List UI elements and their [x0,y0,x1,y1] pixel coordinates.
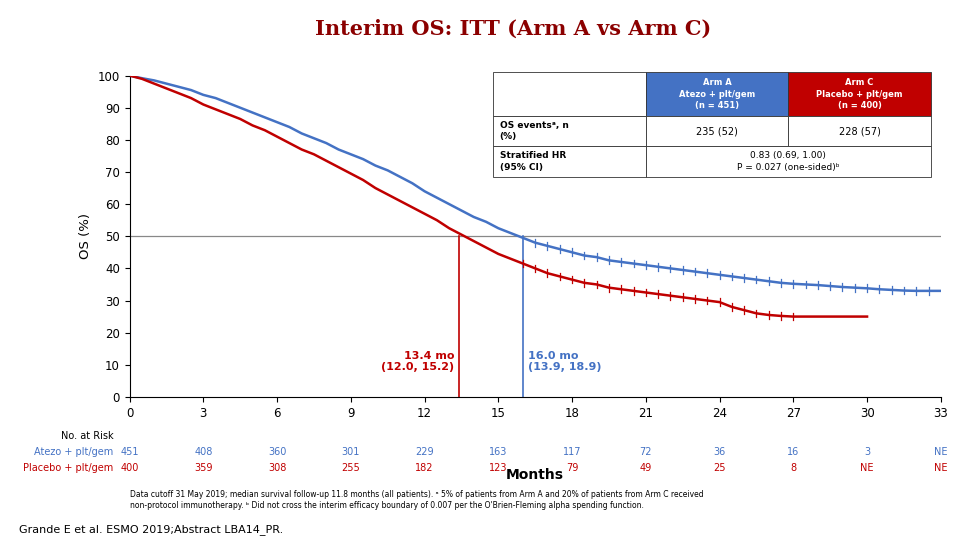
Text: Arm A
Atezo + plt/gem
(n = 451): Arm A Atezo + plt/gem (n = 451) [679,78,756,110]
Text: Atezo + plt/gem: Atezo + plt/gem [35,447,113,457]
Bar [493,116,646,146]
Text: 451: 451 [120,447,139,457]
Text: 16: 16 [787,447,800,457]
Text: Placebo + plt/gem: Placebo + plt/gem [23,463,113,472]
Bar [646,146,931,177]
Text: 49: 49 [639,463,652,472]
Polygon shape [9,16,78,119]
Text: 228 (57): 228 (57) [839,126,880,136]
Text: non-protocol immunotherapy. ᵇ Did not cross the interim efficacy boundary of 0.0: non-protocol immunotherapy. ᵇ Did not cr… [130,501,643,510]
Text: Months: Months [506,468,564,482]
Text: 36: 36 [713,447,726,457]
Text: 308: 308 [268,463,286,472]
Text: 79: 79 [565,463,578,472]
Text: 16.0 mo
(13.9, 18.9): 16.0 mo (13.9, 18.9) [528,351,601,373]
Text: 235 (52): 235 (52) [696,126,738,136]
Text: 72: 72 [639,447,652,457]
Text: 25: 25 [713,463,726,472]
Text: 229: 229 [416,447,434,457]
Bar [493,146,646,177]
Text: Grande E et al. ESMO 2019;Abstract LBA14_PR.: Grande E et al. ESMO 2019;Abstract LBA14… [19,524,283,535]
Text: 400: 400 [120,463,139,472]
Text: 13.4 mo
(12.0, 15.2): 13.4 mo (12.0, 15.2) [381,351,454,373]
Text: OS eventsᵃ, n
(%): OS eventsᵃ, n (%) [499,121,568,141]
Text: Arm C
Placebo + plt/gem
(n = 400): Arm C Placebo + plt/gem (n = 400) [816,78,903,110]
Text: No. at Risk: No. at Risk [60,430,113,441]
Text: 301: 301 [342,447,360,457]
Text: USC: USC [29,134,58,147]
Text: 117: 117 [563,447,582,457]
Text: 360: 360 [268,447,286,457]
Text: NORRIS: NORRIS [22,184,64,194]
Bar [646,72,788,116]
Text: 255: 255 [342,463,360,472]
Bar [493,72,646,116]
Text: 163: 163 [490,447,508,457]
Text: Data cutoff 31 May 2019; median survival follow-up 11.8 months (all patients). ᵃ: Data cutoff 31 May 2019; median survival… [130,490,704,500]
Y-axis label: OS (%): OS (%) [79,213,92,259]
Text: Interim OS: ITT (Arm A vs Arm C): Interim OS: ITT (Arm A vs Arm C) [316,19,711,39]
Text: NE: NE [860,463,874,472]
Text: 182: 182 [416,463,434,472]
Bar [788,116,931,146]
Text: 0.83 (0.69, 1.00)
P = 0.027 (one-sided)ᵇ: 0.83 (0.69, 1.00) P = 0.027 (one-sided)ᵇ [737,152,840,172]
Text: 3: 3 [864,447,870,457]
Text: 8: 8 [790,463,797,472]
Text: 123: 123 [489,463,508,472]
Bar [646,116,788,146]
Bar [788,72,931,116]
Text: 408: 408 [194,447,212,457]
Text: NE: NE [934,463,948,472]
Text: Stratified HR
(95% CI): Stratified HR (95% CI) [499,152,565,172]
Text: NE: NE [934,447,948,457]
Text: 359: 359 [194,463,212,472]
